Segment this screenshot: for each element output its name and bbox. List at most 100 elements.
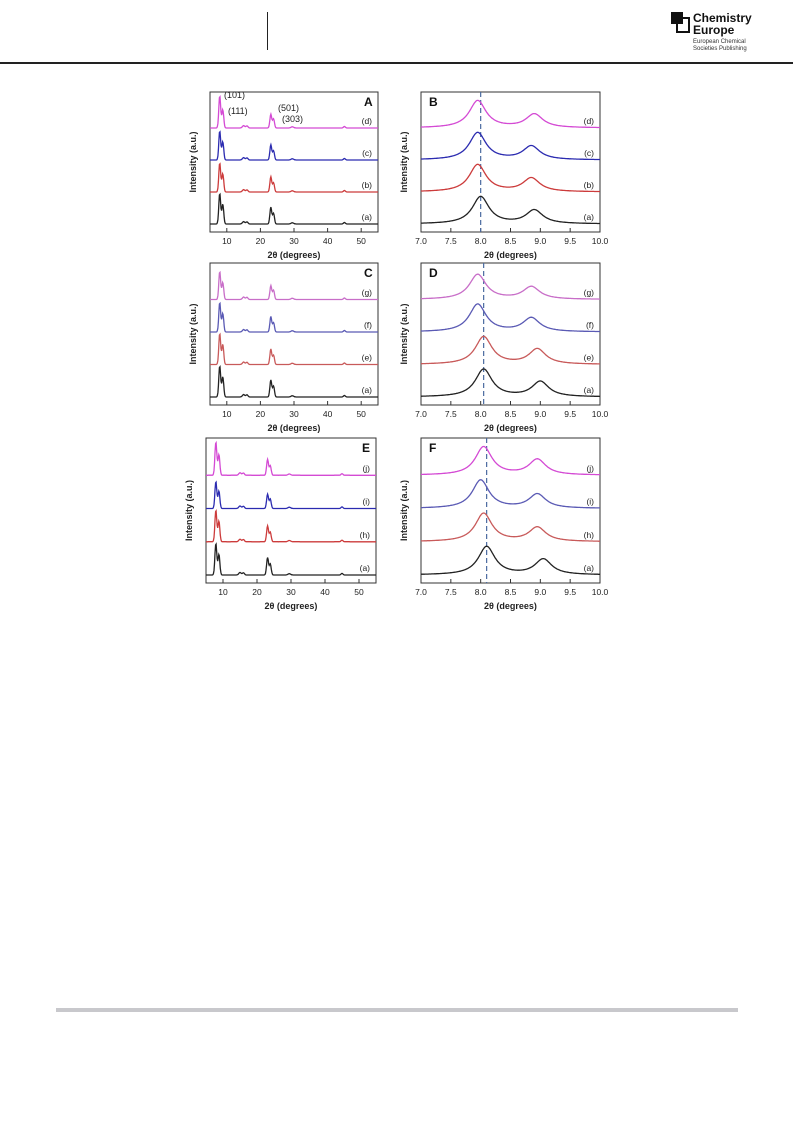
plot-frame: [205, 437, 377, 584]
plot-frame: [420, 262, 601, 406]
series-label: (c): [584, 148, 594, 158]
x-tick-label: 20: [256, 236, 266, 246]
header-divider: [267, 12, 268, 50]
series-label: (b): [584, 180, 595, 190]
series-label: (a): [584, 212, 595, 222]
x-tick-label: 20: [252, 587, 262, 597]
series-line-f: [210, 301, 378, 333]
x-tick-label: 7.5: [445, 409, 457, 419]
plot-frame: [420, 437, 601, 584]
x-tick-label: 8.0: [475, 587, 487, 597]
x-tick-label: 8.5: [505, 587, 517, 597]
series-label: (g): [584, 288, 595, 298]
panel-label: A: [364, 95, 373, 109]
panel-a: A 10 20 30 40 50 2θ (degrees) Intensity (a.u.) (…: [188, 90, 379, 260]
x-axis-label: 2θ (degrees): [268, 250, 321, 260]
x-tick-label: 7.5: [445, 587, 457, 597]
plot-frame: [209, 262, 379, 406]
x-tick-label: 30: [289, 236, 299, 246]
series-line-a: [210, 365, 378, 398]
panel-f: F 7.0 7.5 8.0 8.5 9.0 9.5 10.0 2θ (degrees) Inten…: [399, 437, 609, 611]
logo-title-line2: Europe: [693, 23, 735, 37]
miller-index-label: (501): [278, 103, 299, 113]
logo-subtitle: European Chemical Societies Publishing: [693, 39, 747, 53]
x-tick-label: 10: [222, 236, 232, 246]
logo-title: Chemistry Europe: [693, 12, 752, 36]
y-axis-label: Intensity (a.u.): [184, 480, 194, 541]
x-tick-label: 10: [218, 587, 228, 597]
header-rule: [0, 62, 793, 64]
miller-index-label: (111): [228, 106, 248, 116]
panel-d: D 7.0 7.5 8.0 8.5 9.0 9.5 10.0 2θ (degrees) Inten…: [399, 262, 609, 433]
series-label: (a): [362, 385, 373, 395]
series-label: (f): [364, 320, 372, 330]
panel-e: E 10 20 30 40 50 2θ (degrees) Intensity (a.u.) (…: [184, 437, 377, 611]
footer-bar: [56, 1008, 738, 1012]
x-tick-label: 50: [354, 587, 364, 597]
panel-label: E: [362, 441, 370, 455]
series-label: (a): [584, 385, 595, 395]
series-label: (i): [586, 497, 594, 507]
x-tick-label: 30: [286, 587, 296, 597]
series-line-i: [421, 479, 600, 509]
y-axis-label: Intensity (a.u.): [188, 303, 198, 364]
series-label: (h): [360, 530, 371, 540]
series-label: (j): [586, 463, 594, 473]
y-axis-label: Intensity (a.u.): [399, 480, 409, 541]
series-line-c: [210, 130, 378, 161]
panel-b: B 7.0 7.5 8.0 8.5 9.0 9.5 10.0 2θ (degrees) Inten…: [399, 91, 609, 260]
x-tick-label: 50: [356, 236, 366, 246]
series-line-g: [210, 270, 378, 301]
series-label: (a): [360, 563, 371, 573]
logo-sub-line1: European Chemical: [693, 39, 746, 45]
series-line-a: [421, 368, 600, 398]
series-line-j: [421, 445, 600, 476]
series-label: (d): [584, 116, 595, 126]
series-label: (h): [584, 530, 595, 540]
panel-label: D: [429, 266, 438, 280]
y-axis-label: Intensity (a.u.): [399, 303, 409, 364]
x-tick-label: 20: [256, 409, 266, 419]
series-line-a: [206, 542, 376, 576]
plot-frame: [420, 91, 601, 233]
miller-index-label: (303): [282, 114, 303, 124]
x-axis-label: 2θ (degrees): [484, 601, 537, 611]
series-line-h: [421, 512, 600, 542]
series-label: (f): [586, 320, 594, 330]
x-tick-label: 9.5: [564, 587, 576, 597]
series-label: (g): [362, 288, 373, 298]
x-tick-label: 9.5: [564, 409, 576, 419]
publisher-logo: Chemistry Europe European Chemical Socie…: [671, 12, 781, 56]
x-tick-label: 10: [222, 409, 232, 419]
miller-index-label: (101): [224, 90, 245, 100]
x-tick-label: 9.0: [534, 409, 546, 419]
x-tick-label: 7.5: [445, 236, 457, 246]
logo-mark-icon: [671, 12, 690, 33]
series-line-b: [421, 163, 600, 193]
x-tick-label: 9.0: [534, 587, 546, 597]
panel-label: B: [429, 95, 438, 109]
series-line-a: [421, 545, 600, 575]
x-tick-label: 8.0: [475, 236, 487, 246]
x-tick-label: 40: [323, 236, 333, 246]
x-tick-label: 9.0: [534, 236, 546, 246]
series-line-j: [206, 440, 376, 476]
x-tick-label: 9.5: [564, 236, 576, 246]
series-line-e: [421, 335, 600, 365]
x-tick-label: 8.5: [505, 409, 517, 419]
series-label: (b): [362, 180, 373, 190]
logo-sub-line2: Societies Publishing: [693, 46, 747, 52]
y-axis-label: Intensity (a.u.): [188, 131, 198, 192]
series-label: (a): [362, 212, 373, 222]
series-label: (a): [584, 563, 595, 573]
series-line-a: [210, 192, 378, 225]
logo-title-line1: Chemistry: [693, 11, 752, 25]
x-tick-label: 8.5: [505, 236, 517, 246]
series-line-d: [210, 95, 378, 129]
series-line-c: [421, 131, 600, 161]
x-tick-label: 7.0: [415, 587, 427, 597]
x-tick-label: 7.0: [415, 409, 427, 419]
series-label: (e): [584, 353, 595, 363]
series-line-e: [210, 332, 378, 366]
